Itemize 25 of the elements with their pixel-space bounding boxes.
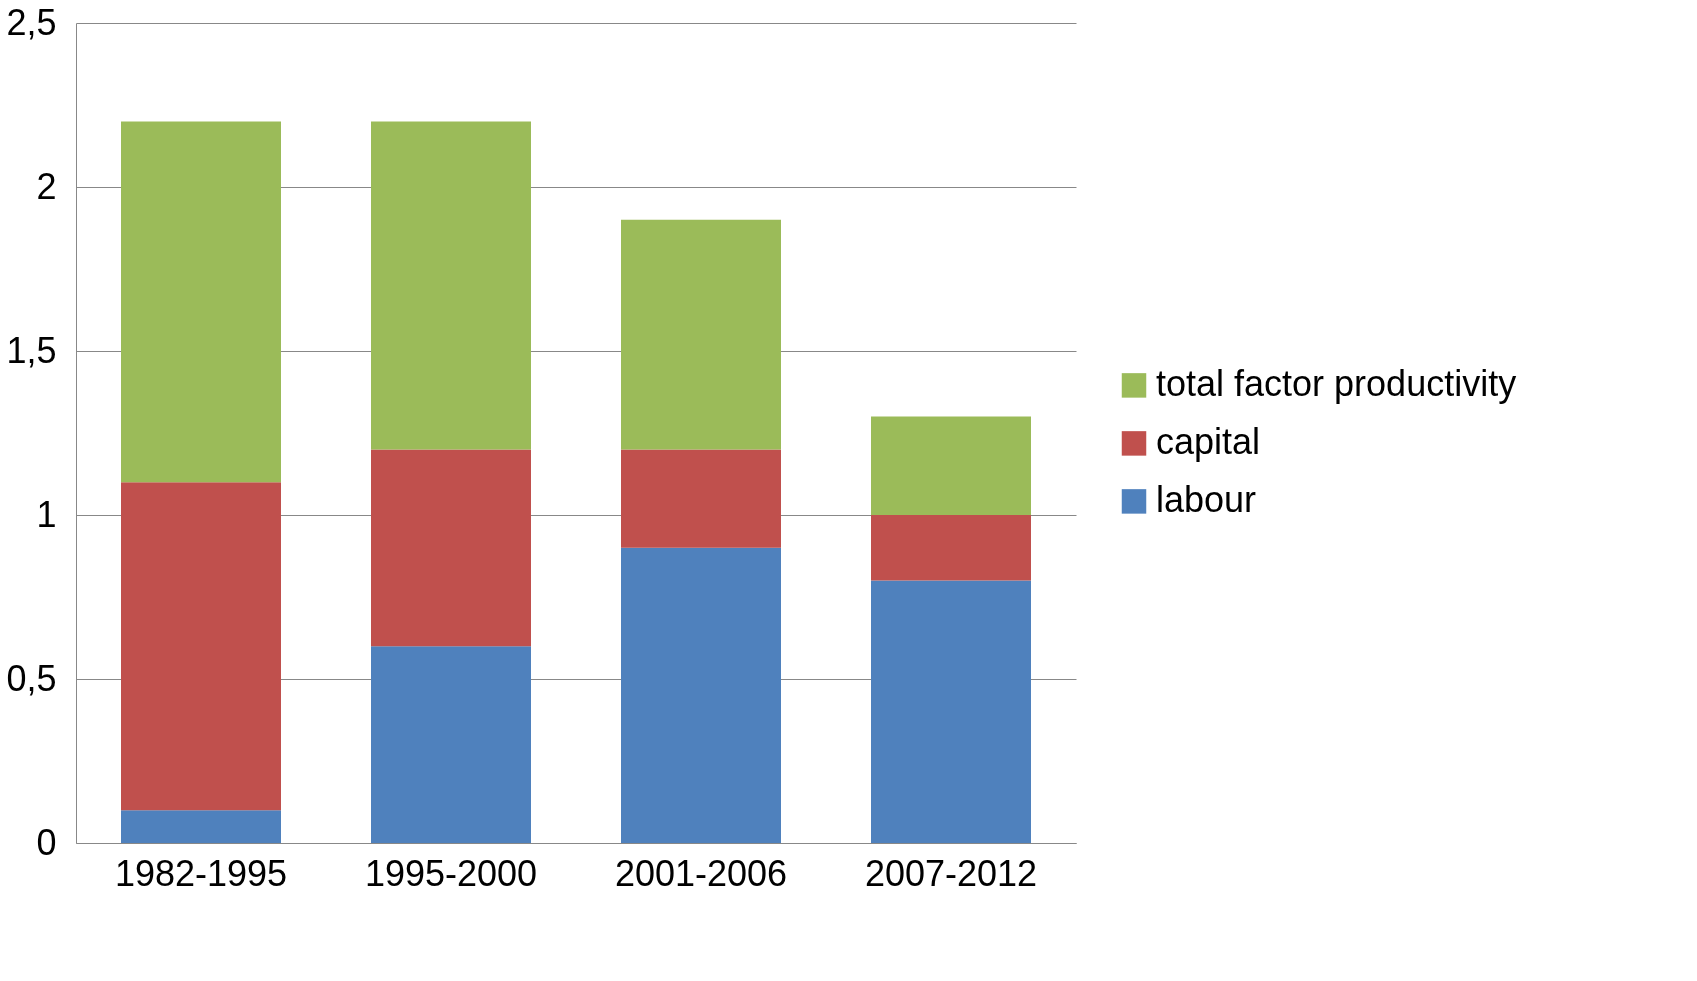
bar bbox=[871, 416, 1031, 515]
bar bbox=[121, 810, 281, 843]
y-tick-label: 1 bbox=[36, 493, 57, 535]
x-tick-label: 2001-2006 bbox=[614, 852, 788, 894]
legend-label: capital bbox=[1156, 421, 1261, 463]
bar bbox=[121, 121, 281, 483]
bar bbox=[621, 219, 781, 450]
bar bbox=[871, 515, 1031, 581]
x-tick-label: 1982-1995 bbox=[114, 852, 288, 894]
y-tick-label: 0 bbox=[36, 821, 57, 863]
x-tick-label: 1995-2000 bbox=[364, 852, 538, 894]
y-tick-label: 2,5 bbox=[6, 1, 57, 43]
legend-label: labour bbox=[1156, 479, 1257, 521]
bar bbox=[871, 580, 1031, 843]
bar bbox=[621, 547, 781, 843]
bar bbox=[371, 121, 531, 450]
x-tick-label: 2007-2012 bbox=[864, 852, 1038, 894]
legend-label: total factor productivity bbox=[1156, 363, 1517, 405]
y-tick-label: 0,5 bbox=[6, 657, 57, 699]
bar bbox=[621, 449, 781, 548]
bar bbox=[121, 482, 281, 811]
bar bbox=[371, 449, 531, 647]
y-tick-label: 2 bbox=[36, 165, 57, 207]
y-tick-label: 1,5 bbox=[6, 329, 57, 371]
bar bbox=[371, 646, 531, 843]
